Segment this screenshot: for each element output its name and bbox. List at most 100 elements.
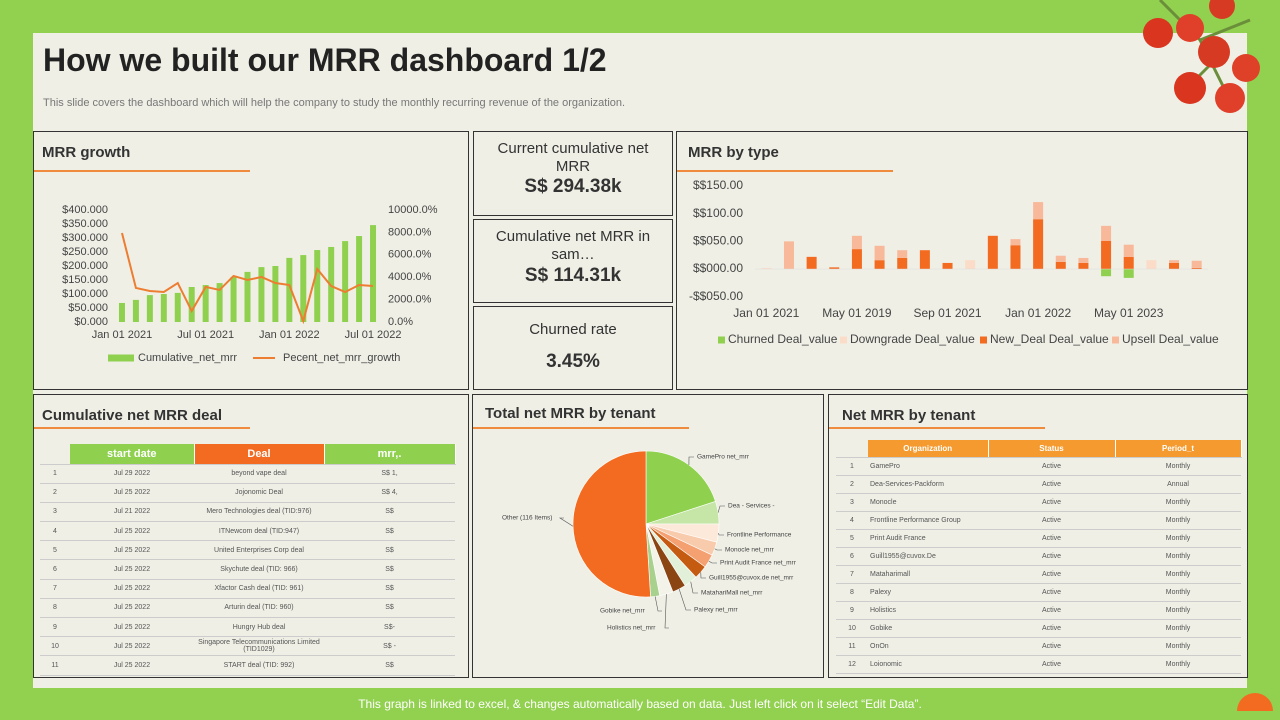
y2-tick-label: 6000.0% [388,249,432,261]
header-cell: mrr,. [324,444,456,465]
table-cell: Jul 25 2022 [70,579,194,599]
table-row: 5 Print Audit France Active Monthly [836,529,1241,548]
footer-note: This graph is linked to excel, & changes… [358,697,922,711]
legend-label: Cumulative_net_mrr [138,352,237,364]
table-cell: Arturin deal (TID: 960) [194,598,324,619]
table-cell: Print Audit France [868,529,988,548]
table-row: 7 Jul 25 2022 Xfactor Cash deal (TID: 961)… [40,579,455,599]
table-cell: 3 [40,502,70,523]
bar [300,255,307,322]
table-cell: Jul 25 2022 [70,521,194,542]
table-cell: 4 [40,521,70,542]
table-cell: Skychute deal (TID: 966) [194,559,324,580]
bar [244,271,251,322]
bar-segment [1191,260,1202,268]
table-row: 12 Loionomic Active Monthly [836,655,1241,674]
table-cell: Monthly [1115,583,1241,602]
slice-label: MatahariMall net_mrr [701,590,763,597]
bar-segment [851,235,862,250]
bar-segment [1033,219,1044,270]
legend-label: New_Deal Deal_value [990,332,1109,346]
leader-line [558,517,574,527]
kpi-label: Current cumulative net MRR [497,140,649,175]
table-cell: Active [988,637,1115,656]
bar-segment [806,256,817,270]
table-cell: Loionomic [868,655,988,674]
bar-segment [897,257,908,270]
table-cell: Jul 25 2022 [70,598,194,619]
table-cell: beyond vape deal [194,464,324,484]
table-cell: START deal (TID: 992) [194,655,324,676]
kpi-card: Current cumulative net MRR S$ 294.38k [473,131,673,216]
table-cell: 10 [836,619,868,638]
table-row: 7 Mataharimall Active Monthly [836,565,1241,584]
leader-line [654,596,662,612]
table-cell: Monthly [1115,637,1241,656]
table-row: 8 Palexy Active Monthly [836,583,1241,602]
title-underline [829,427,1045,429]
table-cell: S$ [324,540,455,561]
table-cell: 5 [836,529,868,548]
table-cell: 11 [40,655,70,676]
bar-segment [1101,225,1112,241]
bar-segment [1191,267,1202,270]
bar-segment [874,245,885,261]
table-cell: S$ [324,655,455,676]
table-cell: S$ [324,502,455,523]
table-cell: S$- [324,617,455,638]
y2-tick-label: 4000.0% [388,271,432,283]
x-tick-label: Jan 01 2022 [1005,306,1071,320]
panel: MRR growth [33,131,469,390]
table-cell: Singapore Telecommunications Limited (TI… [194,636,324,657]
bar [286,257,293,322]
bar-segment [1169,260,1180,263]
table-cell: Jul 29 2022 [70,464,194,484]
y2-tick-label: 10000.0% [388,204,438,216]
table-cell: Monocle [868,493,988,512]
table-cell: Monthly [1115,619,1241,638]
kpi-value: S$ 114.31k [524,265,622,286]
table-row: 3 Monocle Active Monthly [836,493,1241,512]
bar [230,276,237,322]
table-cell: Active [988,583,1115,602]
table-cell: S$ [324,579,455,599]
bar-segment [1010,245,1021,270]
table-cell: OnOn [868,637,988,656]
bar [188,287,195,322]
panel-title: Cumulative net MRR deal [42,407,223,424]
table-cell: Active [988,493,1115,512]
kpi-value: 3.45% [546,351,600,372]
table-cell: Mero Technologies deal (TID:976) [194,502,324,523]
table-cell: Active [988,475,1115,494]
title-underline [473,427,689,429]
bar-segment [919,250,930,270]
leader-line [717,505,725,513]
slide-subtitle: This slide covers the dashboard which wi… [43,97,626,109]
leader-line [714,548,722,551]
panel-title: Net MRR by tenant [842,407,976,424]
bar-segment [783,241,794,270]
bar-segment [1101,240,1112,270]
bar-segment [965,260,976,270]
table-row: 9 Jul 25 2022 Hungry Hub deal S$- [40,617,455,638]
bar-segment [874,260,885,270]
header-cell: Period_t [1115,440,1242,458]
table-cell: 6 [836,547,868,566]
table-cell: Hungry Hub deal [194,617,324,638]
leader-line [718,533,724,536]
table-row: 10 Gobike Active Monthly [836,619,1241,638]
bar [272,266,279,322]
x-tick-label: Jan 01 2022 [259,329,320,341]
table-cell: 9 [836,601,868,620]
pie-slice [572,450,651,598]
kpi-card: Churned rate 3.45% [473,306,673,390]
table-cell: Xfactor Cash deal (TID: 961) [194,579,324,599]
table-cell: Jul 21 2022 [70,502,194,523]
table-row: 11 Jul 25 2022 START deal (TID: 992) S$ [40,655,455,676]
title-underline [34,427,250,429]
table-cell: 10 [40,636,70,657]
table-row: 2 Dea-Services-Packform Active Annual [836,475,1241,494]
leader-line [688,456,694,465]
legend-swatch [718,336,725,344]
y-tick-label: $$050.00 [693,234,743,248]
